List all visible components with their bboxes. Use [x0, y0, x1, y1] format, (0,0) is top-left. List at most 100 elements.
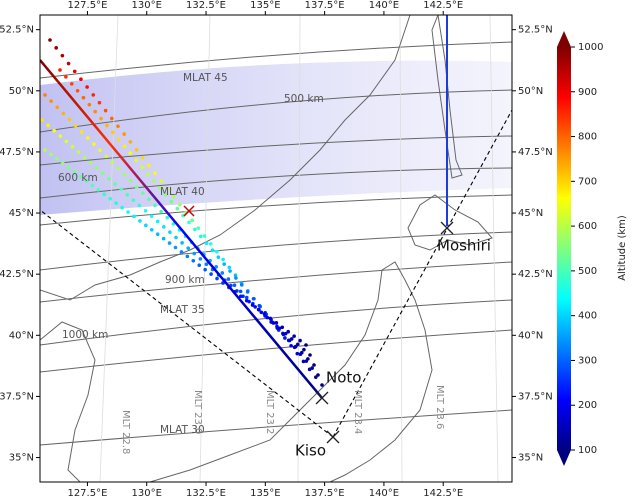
- trajectory-dot: [168, 230, 172, 234]
- cbar-tick-label: 1000: [578, 42, 603, 53]
- trajectory-dot: [88, 160, 93, 165]
- trajectory-dot: [134, 185, 139, 189]
- trajectory-dot: [79, 77, 83, 82]
- trajectory-dot: [143, 208, 148, 213]
- x-tick-label: 135°E: [250, 0, 280, 11]
- map-frame: [39, 14, 513, 483]
- trajectory-dot: [210, 248, 215, 253]
- trajectory-dots: [40, 38, 324, 387]
- x-tick-label: 132.5°E: [186, 488, 226, 498]
- y-tick-label: 35°N: [9, 453, 34, 464]
- trajectory-dot: [132, 214, 136, 219]
- trajectory-dot: [90, 183, 95, 188]
- trajectory-dot: [79, 130, 84, 134]
- trajectory-dot: [116, 124, 120, 129]
- trajectory-dot: [259, 310, 264, 315]
- trajectory-dot: [159, 179, 164, 183]
- trajectory-dot: [120, 205, 124, 210]
- trajectory-dot: [72, 69, 77, 74]
- y-tick-label: 52.5°N: [0, 25, 34, 36]
- trajectory-dot: [238, 294, 243, 299]
- trajectory-dot: [67, 117, 72, 122]
- trajectory-dot: [55, 105, 60, 110]
- trajectory-dot: [251, 296, 256, 301]
- trajectory-dot: [134, 158, 139, 162]
- colorbar: [557, 47, 571, 450]
- trajectory-dot: [147, 163, 151, 168]
- trajectory-dot: [316, 373, 320, 377]
- trajectory-dot: [147, 197, 151, 202]
- trajectory-dot: [238, 289, 243, 294]
- trajectory-dot: [102, 192, 107, 197]
- trajectory-dot: [64, 75, 68, 79]
- trajectory-dot: [125, 192, 130, 197]
- trajectory-dot: [43, 148, 47, 152]
- trajectory-dot: [308, 353, 312, 357]
- trajectory-dot: [95, 166, 99, 170]
- x-tick-label: 127.5°E: [67, 0, 107, 11]
- trajectory-dot: [60, 161, 65, 166]
- graticule: [99, 15, 499, 482]
- trajectory-dot: [233, 273, 238, 278]
- trajectory-dot: [181, 213, 185, 218]
- trajectory-dot: [54, 46, 58, 50]
- contours: [40, 41, 512, 446]
- trajectory-dot: [114, 201, 118, 205]
- trajectory-dot: [169, 199, 174, 204]
- x-tick-label: 142.5°E: [423, 0, 463, 11]
- mark-45: [183, 205, 195, 217]
- trajectory-dot: [43, 93, 47, 97]
- trajectory-dot: [209, 272, 213, 276]
- cbar-bottom: [557, 450, 571, 466]
- contour-label: MLAT 35: [160, 304, 205, 316]
- trajectory-dot: [180, 241, 184, 245]
- trajectory-dot: [198, 234, 203, 239]
- x-tick-label: 137.5°E: [305, 0, 345, 11]
- trajectory-dot: [126, 210, 130, 214]
- contour-label: 600 km: [58, 172, 98, 184]
- trajectory-dot: [105, 123, 109, 128]
- trajectory-dot: [84, 179, 89, 183]
- trajectory-dot: [215, 276, 219, 281]
- trajectory-dot: [128, 179, 133, 183]
- mlt-label: MLT 23.6: [434, 385, 445, 429]
- trajectory-dot: [155, 232, 160, 237]
- trajectory-dot: [81, 95, 86, 100]
- trajectory-dot: [193, 227, 197, 232]
- trajectory-dot: [119, 187, 123, 192]
- trajectory-dot: [66, 61, 71, 66]
- x-tick-label: 132.5°E: [186, 0, 226, 11]
- trajectory-dot: [295, 351, 300, 356]
- trajectory-dot: [245, 290, 250, 294]
- trajectory-dot: [262, 312, 267, 316]
- trajectory-dot: [293, 344, 298, 349]
- trajectory-dot: [234, 276, 238, 280]
- trajectory-dot: [46, 123, 50, 128]
- trajectory-dot: [232, 283, 237, 288]
- trajectory-dot: [283, 336, 287, 340]
- trajectory-dot: [274, 321, 279, 325]
- trajectory-dot: [286, 329, 291, 334]
- trajectory-dot: [144, 223, 148, 228]
- trajectory-dot: [152, 179, 156, 183]
- trajectory-dot: [253, 305, 257, 309]
- trajectory-dot: [165, 215, 170, 220]
- trajectory-dot: [159, 209, 163, 214]
- trajectory-line: [40, 59, 323, 399]
- y-tick-label: 47.5°N: [0, 147, 34, 158]
- trajectory-dot: [204, 262, 209, 267]
- trajectory-dot: [198, 257, 203, 261]
- trajectory-dot: [153, 203, 157, 208]
- trajectory-dot: [220, 271, 225, 275]
- trajectory-dot: [244, 298, 249, 303]
- trajectory-dot: [110, 116, 114, 121]
- cbar-label: Altitude (km): [617, 215, 628, 281]
- trajectory-dot: [244, 295, 249, 300]
- trajectory-dot: [60, 53, 65, 58]
- cbar-tick-label: 700: [578, 176, 597, 187]
- y-tick-label: 37.5°N: [518, 391, 553, 402]
- trajectory-dot: [92, 142, 96, 146]
- trajectory-dot: [214, 265, 218, 269]
- trajectory-dot: [116, 166, 121, 171]
